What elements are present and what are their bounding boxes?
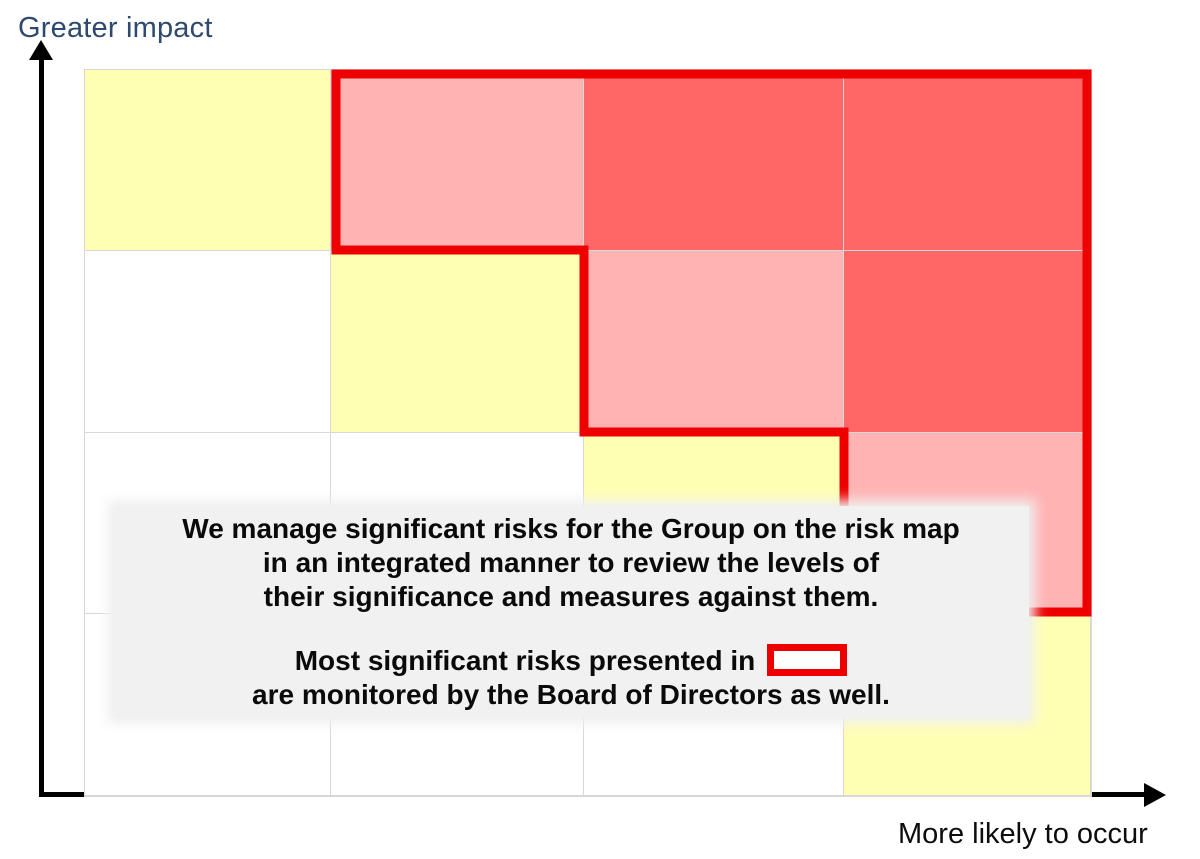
note-line-3: their significance and measures against …: [263, 581, 879, 612]
note-line-2: in an integrated manner to review the le…: [262, 547, 880, 578]
y-axis-arrowhead-icon: [29, 40, 53, 60]
risk-cell-r2c4-red: [844, 251, 1091, 433]
note-line-4: Most significant risks presented in: [113, 644, 1029, 678]
risk-cell-r1c4-red: [844, 70, 1091, 251]
risk-cell-r2c2-yellow: [331, 251, 584, 433]
x-axis-label: More likely to occur: [898, 818, 1148, 850]
legend-red-box-icon: [767, 644, 848, 676]
y-axis: [39, 56, 44, 797]
risk-cell-r2c1-white: [85, 251, 331, 433]
risk-cell-r1c2-pink: [331, 70, 584, 251]
note-line-1: We manage significant risks for the Grou…: [182, 513, 960, 544]
note-line-5: are monitored by the Board of Directors …: [252, 679, 890, 710]
note-box: We manage significant risks for the Grou…: [113, 506, 1029, 718]
note-spacer: [113, 614, 1029, 644]
note-line-4-text: Most significant risks presented in: [294, 645, 756, 676]
risk-cell-r1c3-red: [584, 70, 844, 251]
risk-cell-r1c1-yellow: [85, 70, 331, 251]
x-axis-arrowhead-icon: [1144, 783, 1166, 807]
y-axis-label: Greater impact: [18, 12, 213, 44]
risk-cell-r2c3-pink: [584, 251, 844, 433]
